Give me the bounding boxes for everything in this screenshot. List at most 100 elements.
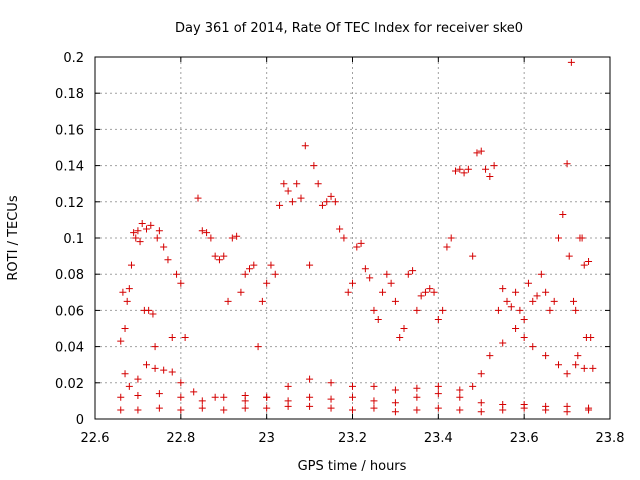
- data-point: [323, 198, 331, 206]
- data-point: [520, 334, 528, 342]
- data-point: [469, 252, 477, 260]
- x-tick-label: 23: [258, 431, 275, 446]
- data-point: [585, 406, 593, 414]
- data-point: [136, 238, 144, 246]
- data-point: [145, 306, 153, 314]
- data-point: [134, 227, 142, 235]
- data-point: [211, 252, 219, 260]
- data-point: [486, 352, 494, 360]
- data-point: [203, 229, 211, 237]
- y-tick-label: 0.06: [55, 304, 84, 319]
- data-point: [520, 404, 528, 412]
- data-point: [413, 306, 421, 314]
- data-point: [280, 180, 288, 188]
- data-point: [477, 408, 485, 416]
- data-point: [516, 306, 524, 314]
- data-point: [578, 234, 586, 242]
- data-point: [143, 361, 150, 369]
- data-point: [434, 404, 442, 412]
- data-point: [177, 393, 185, 401]
- data-point: [119, 288, 127, 296]
- data-point: [293, 180, 301, 188]
- data-point: [117, 406, 125, 414]
- data-point: [413, 393, 421, 401]
- data-point: [151, 364, 159, 372]
- data-point: [587, 334, 595, 342]
- data-point: [198, 227, 206, 235]
- data-point: [241, 404, 249, 412]
- data-point: [153, 234, 161, 242]
- data-point: [353, 243, 361, 251]
- data-point: [533, 292, 541, 300]
- grid-lines: [95, 57, 610, 419]
- data-point: [499, 339, 507, 347]
- data-point: [117, 393, 125, 401]
- data-point: [482, 165, 490, 173]
- data-point: [383, 270, 391, 278]
- data-point: [233, 232, 241, 240]
- data-point: [271, 270, 279, 278]
- data-point: [391, 399, 399, 407]
- data-point: [121, 325, 129, 332]
- data-point: [421, 288, 429, 296]
- data-point: [121, 370, 129, 378]
- data-point: [125, 382, 133, 390]
- data-point: [224, 297, 232, 305]
- data-point: [331, 198, 339, 206]
- data-point: [477, 399, 485, 407]
- data-point: [155, 227, 163, 235]
- data-point: [147, 221, 155, 229]
- data-point: [555, 234, 562, 242]
- axis-ticks: 22.6 22.8 23 23.2 23.4 23.6 23.8 0 0.02 0.04 0.06 0…: [55, 51, 624, 446]
- data-point: [149, 310, 157, 318]
- y-tick-label: 0.1: [63, 232, 84, 247]
- data-point: [580, 261, 588, 269]
- data-point: [336, 225, 344, 233]
- data-point: [357, 239, 365, 247]
- y-tick-label: 0.16: [55, 123, 84, 138]
- data-point: [464, 165, 472, 173]
- data-point: [574, 352, 582, 360]
- data-point: [263, 393, 271, 401]
- data-point: [434, 315, 442, 323]
- data-point: [439, 306, 447, 314]
- data-point: [327, 379, 335, 387]
- y-tick-label: 0.18: [55, 87, 84, 102]
- data-point: [220, 406, 228, 414]
- data-point: [134, 375, 142, 383]
- data-point: [254, 343, 262, 351]
- data-point: [443, 243, 451, 251]
- data-point: [349, 382, 356, 390]
- data-point: [250, 261, 258, 269]
- x-tick-label: 23.2: [338, 431, 367, 446]
- data-point: [306, 393, 314, 401]
- data-point: [190, 388, 198, 396]
- data-point: [125, 285, 133, 293]
- data-point: [537, 270, 545, 278]
- data-point: [456, 406, 464, 414]
- data-point: [297, 194, 305, 202]
- data-point: [127, 261, 135, 269]
- y-tick-label: 0.02: [55, 377, 84, 392]
- data-point: [361, 265, 369, 273]
- y-axis-label: ROTI / TECUs: [6, 195, 21, 280]
- data-point: [434, 382, 442, 390]
- data-point: [555, 361, 562, 369]
- data-point: [391, 386, 399, 394]
- data-point: [542, 352, 550, 360]
- data-point: [198, 404, 206, 412]
- data-point: [284, 382, 292, 390]
- data-point: [413, 384, 421, 392]
- data-point: [168, 368, 176, 376]
- data-point: [570, 297, 578, 305]
- data-point: [477, 370, 485, 378]
- data-point: [563, 370, 571, 378]
- data-point: [164, 256, 172, 264]
- data-point: [546, 306, 554, 314]
- data-point: [198, 397, 206, 405]
- data-point: [160, 366, 168, 374]
- x-tick-label: 23.8: [596, 431, 625, 446]
- data-point: [181, 334, 189, 342]
- data-point: [340, 234, 348, 242]
